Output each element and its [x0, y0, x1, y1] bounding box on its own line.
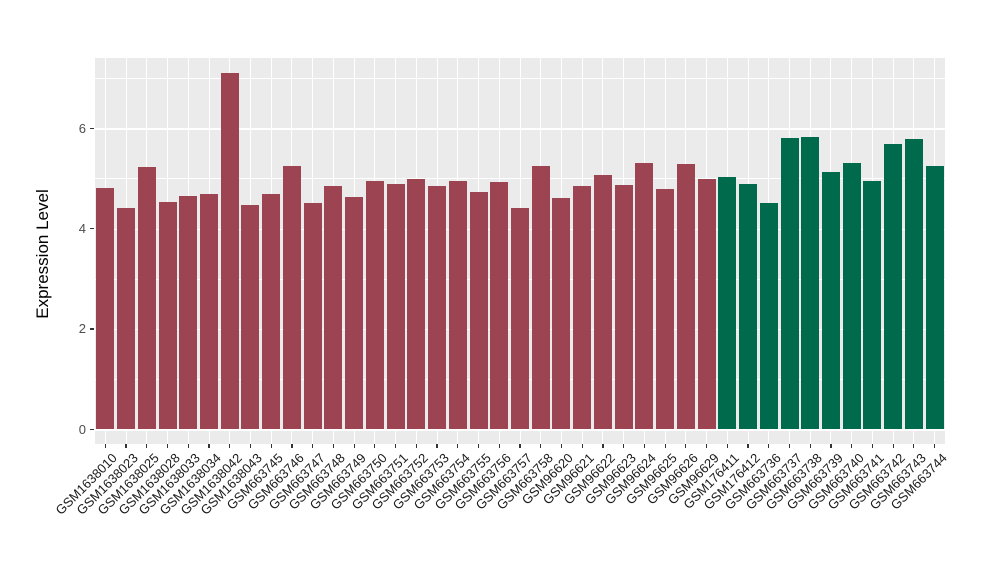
y-tick-label-2: 2 [78, 321, 86, 337]
x-tick-mark [208, 444, 210, 448]
x-tick-mark [125, 444, 127, 448]
x-tick-mark [581, 444, 583, 448]
bar-GSM663738 [801, 136, 820, 430]
bar-GSM663755 [469, 192, 488, 430]
x-tick-mark [747, 444, 749, 448]
bar-GSM663743 [904, 138, 923, 430]
x-tick-mark [104, 444, 106, 448]
bar-GSM96623 [614, 184, 633, 430]
bar-GSM663753 [428, 186, 447, 430]
x-tick-mark [664, 444, 666, 448]
bar-GSM1638025 [137, 166, 156, 430]
x-tick-mark [477, 444, 480, 448]
bar-GSM1638034 [200, 193, 219, 430]
bar-GSM663742 [884, 143, 903, 430]
bar-GSM96626 [676, 163, 695, 430]
x-tick-mark [602, 444, 604, 448]
x-tick-mark [788, 444, 791, 448]
bar-GSM663745 [262, 193, 281, 430]
bar-GSM663744 [925, 165, 944, 430]
bar-GSM663758 [531, 165, 550, 430]
x-tick-mark [166, 444, 169, 448]
bar-GSM663740 [842, 162, 861, 430]
x-tick-mark [498, 444, 500, 448]
x-tick-mark [540, 444, 542, 448]
x-tick-mark [560, 444, 563, 448]
y-tick-mark-6 [90, 127, 94, 129]
bar-GSM663754 [448, 181, 467, 430]
x-tick-mark [249, 444, 252, 448]
x-tick-mark [332, 444, 334, 448]
x-tick-mark [685, 444, 687, 448]
bar-GSM663751 [386, 183, 405, 430]
bar-GSM663756 [490, 182, 509, 430]
bar-GSM663736 [759, 202, 778, 430]
bar-GSM663739 [821, 172, 840, 430]
bar-GSM663752 [407, 179, 426, 430]
x-tick-mark [851, 444, 853, 448]
bar-GSM663750 [365, 181, 384, 430]
bar-GSM96620 [552, 197, 571, 430]
bar-GSM1638043 [241, 204, 260, 430]
bar-GSM1638033 [179, 195, 198, 430]
plot-panel [95, 58, 945, 444]
x-tick-mark [892, 444, 894, 448]
x-tick-mark [913, 444, 915, 448]
y-tick-label-4: 4 [78, 221, 86, 237]
bar-GSM96629 [697, 178, 716, 430]
x-tick-mark [436, 444, 438, 448]
x-tick-mark [187, 444, 189, 448]
x-tick-mark [871, 444, 874, 448]
x-tick-mark [229, 444, 231, 448]
bar-GSM1638010 [96, 187, 115, 430]
bar-GSM96621 [573, 186, 592, 430]
x-tick-mark [705, 444, 708, 448]
x-tick-mark [726, 444, 728, 448]
x-tick-mark [353, 444, 355, 448]
x-tick-mark [809, 444, 811, 448]
x-tick-mark [519, 444, 521, 448]
x-tick-mark [146, 444, 148, 448]
y-axis-title: Expression Level [33, 189, 52, 319]
x-tick-mark [395, 444, 397, 448]
x-tick-mark [312, 444, 314, 448]
x-tick-mark [830, 444, 832, 448]
x-tick-mark [768, 444, 770, 448]
x-tick-mark [291, 444, 293, 448]
x-tick-mark [643, 444, 645, 448]
bar-GSM663749 [345, 196, 364, 430]
bar-GSM1638028 [158, 201, 177, 430]
x-tick-mark [270, 444, 272, 448]
bar-GSM176412 [739, 183, 758, 430]
x-tick-mark [623, 444, 625, 448]
y-tick-label-6: 6 [78, 120, 86, 136]
y-tick-mark-0 [90, 428, 94, 430]
y-tick-mark-4 [90, 228, 94, 230]
bar-GSM1638023 [117, 207, 136, 430]
bar-GSM176411 [718, 176, 737, 430]
bar-GSM663747 [303, 202, 322, 430]
y-tick-mark-2 [90, 328, 94, 330]
bar-GSM663748 [324, 186, 343, 430]
y-tick-label-0: 0 [78, 421, 86, 437]
bar-GSM663737 [780, 138, 799, 430]
x-tick-mark [415, 444, 417, 448]
bar-GSM96622 [593, 174, 612, 430]
bar-GSM96625 [656, 189, 675, 430]
bar-GSM663746 [282, 165, 301, 430]
x-tick-mark [374, 444, 376, 448]
bar-GSM663741 [863, 180, 882, 430]
bar-GSM96624 [635, 163, 654, 430]
bar-GSM1638042 [220, 73, 239, 430]
x-tick-mark [934, 444, 936, 448]
bar-GSM663757 [511, 208, 529, 430]
x-tick-mark [457, 444, 459, 448]
